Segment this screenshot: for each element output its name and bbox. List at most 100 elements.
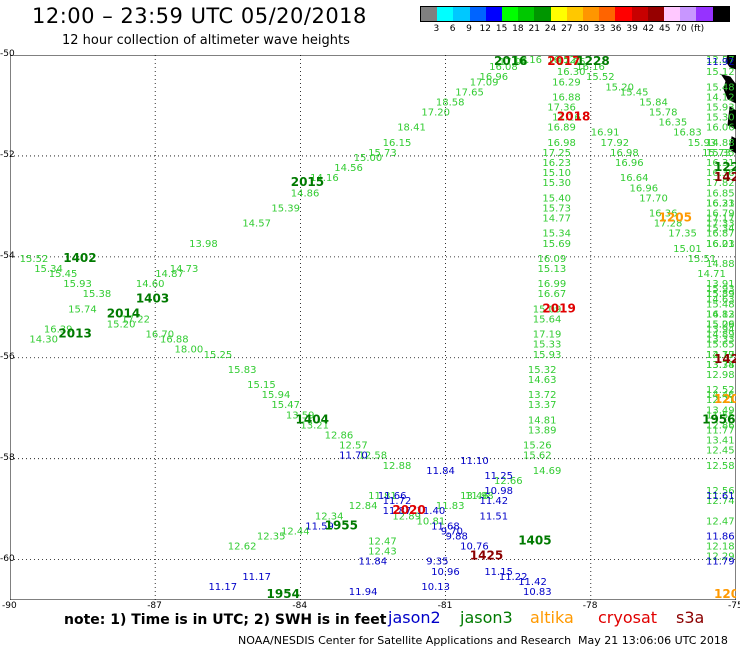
jason3-wave-height: 12.58 (706, 461, 735, 472)
jason3-wave-height: 13.98 (189, 239, 218, 250)
jason3-wave-height: 15.00 (354, 153, 383, 164)
jason3-wave-height: 17.17 (706, 214, 735, 225)
jason3-wave-height: 16.64 (620, 173, 649, 184)
jason3-wave-height: 14.73 (170, 264, 199, 275)
jason3-wave-height: 13.94 (706, 325, 735, 336)
jason3-wave-height: 17.66 (557, 57, 586, 68)
colorbar-swatch (485, 7, 503, 21)
jason3-wave-height: 12.66 (494, 476, 523, 487)
jason2-wave-height: 9.70 (441, 526, 463, 537)
jason3-wave-height: 18.41 (397, 123, 426, 134)
jason3-wave-height: 16.23 (542, 158, 571, 169)
jason3-pass-time: 1403 (136, 291, 169, 305)
jason3-wave-height: 17.92 (600, 138, 629, 149)
jason3-wave-height: 16.70 (146, 330, 175, 341)
jason3-wave-height: 11.77 (706, 425, 735, 436)
jason3-wave-height: 15.83 (228, 365, 257, 376)
jason3-wave-height: 15.78 (649, 108, 678, 119)
jason3-wave-height: 16.88 (160, 335, 189, 346)
land-mass (720, 55, 736, 154)
altika-pass-time: 120 (714, 587, 736, 600)
colorbar-swatch (696, 7, 713, 21)
jason2-wave-height: 9.88 (446, 531, 468, 542)
jason3-wave-height: 16.21 (706, 239, 735, 250)
jason3-wave-height: 16.98 (547, 138, 576, 149)
jason3-wave-height: 15.94 (262, 390, 291, 401)
jason3-wave-height: 16.13 (706, 309, 735, 320)
jason2-wave-height: 11.17 (242, 572, 271, 583)
colorbar-label: 39 (626, 24, 638, 34)
jason2-wave-height: 11.17 (208, 582, 237, 593)
jason3-wave-height: 13.59 (286, 410, 315, 421)
generated-time: May 21 13:06:06 UTC 2018 (578, 634, 728, 647)
jason3-wave-height: 16.36 (649, 208, 678, 219)
jason3-wave-height: 11.98 (465, 491, 494, 502)
longitude-tick-label: -75 (728, 601, 740, 611)
colorbar-label: 15 (495, 24, 508, 34)
jason3-wave-height: 15.20 (605, 82, 634, 93)
jason3-wave-height: 12.34 (315, 511, 344, 522)
map-canvas: 15.5215.3415.4515.9315.3815.7416.3914.30… (10, 55, 736, 600)
jason2-wave-height: 11.68 (431, 521, 460, 532)
colorbar-swatches (420, 6, 730, 22)
jason3-wave-height: 12.89 (392, 511, 421, 522)
jason3-wave-height: 14.87 (155, 269, 184, 280)
jason2-wave-height: 10.96 (431, 567, 460, 578)
colorbar-label: 45 (659, 24, 671, 34)
jason3-wave-height: 15.93 (688, 138, 717, 149)
jason3-pass-time: 1956 (702, 412, 735, 426)
jason3-wave-height: 16.36 (706, 168, 735, 179)
jason3-wave-height: 16.67 (538, 289, 567, 300)
credit-text: NOAA/NESDIS Center for Satellite Applica… (238, 634, 572, 647)
jason3-wave-height: 14.19 (706, 350, 735, 361)
jason3-wave-height: 15.34 (706, 224, 735, 235)
altimeter-map: 15.52 15.34 15.45 15.93 15.38 15.74 16.39 14.30… (10, 55, 736, 600)
jason3-wave-height: 15.32 (528, 365, 557, 376)
jason3-wave-height: 16.98 (610, 148, 639, 159)
legend-jason3: jason3 (460, 608, 513, 627)
jason3-wave-height: 16.91 (591, 128, 620, 139)
jason3-wave-height: 18.58 (436, 97, 465, 108)
jason3-wave-height: 14.46 (706, 390, 735, 401)
jason3-wave-height: 15.65 (706, 340, 735, 351)
jason3-wave-height: 15.38 (83, 289, 112, 300)
land-outline (720, 55, 736, 154)
jason3-wave-height: 16.96 (479, 72, 508, 83)
jason3-wave-height: 17.19 (533, 330, 562, 341)
colorbar-label: 42 (642, 24, 655, 34)
jason3-wave-height: 14.63 (528, 375, 557, 386)
jason3-pass-time: 1955 (325, 518, 358, 532)
jason3-wave-height: 17.06 (499, 57, 528, 68)
jason3-wave-height: 14.63 (706, 294, 735, 305)
colorbar-label: (ft) (690, 24, 705, 34)
colorbar-swatch (599, 7, 616, 21)
jason3-wave-height: 13.72 (528, 390, 557, 401)
jason2-wave-height: 11.42 (479, 496, 508, 507)
jason3-wave-height: 12.74 (706, 496, 735, 507)
cryosat-pass-time: 2018 (557, 110, 590, 124)
colorbar-label: 6 (449, 24, 456, 34)
jason3-wave-height: 17.28 (654, 219, 683, 230)
jason3-wave-height: 14.16 (310, 173, 339, 184)
jason3-wave-height: 15.48 (706, 299, 735, 310)
jason3-wave-height: 17.36 (547, 103, 576, 114)
jason3-wave-height: 16.52 (547, 55, 576, 66)
jason3-wave-height: 16.88 (552, 92, 581, 103)
jason3-wave-height: 15.93 (533, 350, 562, 361)
jason3-wave-height: 15.12 (706, 67, 735, 78)
jason3-wave-height: 15.29 (706, 320, 735, 331)
latitude-tick-label: -50 (0, 49, 15, 59)
jason3-wave-height: 15.52 (20, 254, 49, 265)
colorbar-label: 12 (479, 24, 491, 34)
colorbar-label: 18 (512, 24, 524, 34)
jason2-wave-height: 11.15 (484, 567, 513, 578)
jason3-wave-height: 15.69 (542, 239, 571, 250)
legend-jason2: jason2 (388, 608, 441, 627)
jason2-wave-height: 11.61 (706, 491, 735, 502)
jason3-wave-height: 16.15 (383, 138, 412, 149)
colorbar-label: 70 (675, 24, 687, 34)
wave-height-colorbar: 3 6 9 12 15 18 21 24 27 30 33 36 39 42 45 70 (ft) (420, 6, 730, 34)
latitude-tick-label: -58 (0, 452, 15, 463)
jason3-wave-height: 15.25 (204, 350, 233, 361)
